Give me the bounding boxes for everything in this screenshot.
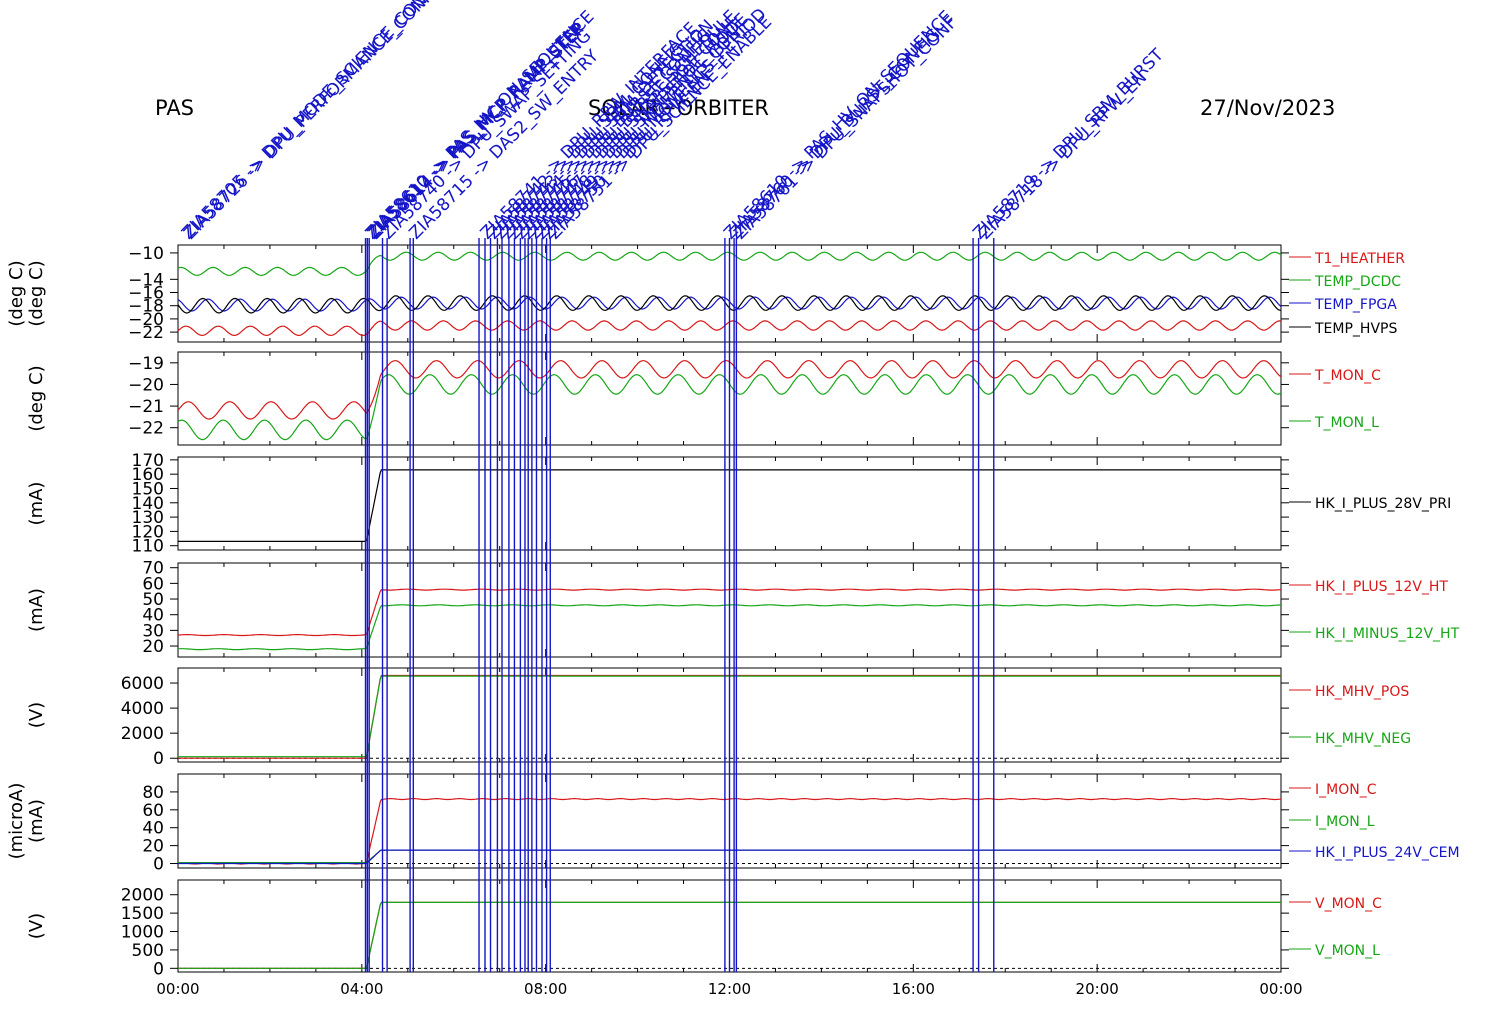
- y-tick-label: −10: [128, 244, 164, 264]
- series-label: HK_MHV_POS: [1315, 684, 1409, 700]
- y-tick-label: 20: [142, 837, 164, 857]
- y-tick-label: 1000: [121, 923, 164, 943]
- x-tick-label: 20:00: [1076, 980, 1119, 998]
- y-tick-label: 2000: [121, 886, 164, 906]
- y-tick-label: 40: [142, 819, 164, 839]
- y-tick-label: 70: [142, 559, 164, 579]
- series-label: HK_I_PLUS_12V_HT: [1315, 579, 1448, 595]
- series-label: I_MON_L: [1315, 814, 1375, 830]
- y-tick-label: 140: [132, 494, 164, 514]
- series-label: T_MON_C: [1314, 368, 1381, 384]
- y-tick-label: 4000: [121, 699, 164, 719]
- instrument-label: PAS: [155, 96, 195, 120]
- y-tick-label: −20: [128, 375, 164, 395]
- y-tick-label: 130: [132, 508, 164, 528]
- series-label: I_MON_C: [1315, 782, 1377, 798]
- y-tick-label: −19: [128, 354, 164, 374]
- x-tick-label: 16:00: [892, 980, 935, 998]
- y-tick-label: 6000: [121, 674, 164, 694]
- y-tick-label: 170: [132, 451, 164, 471]
- y-tick-label: 30: [142, 621, 164, 641]
- y-tick-label: 150: [132, 479, 164, 499]
- y-axis-label: (mA): [26, 588, 47, 632]
- x-tick-label: 08:00: [524, 980, 567, 998]
- y-tick-label: −20: [128, 310, 164, 330]
- series-label: HK_I_PLUS_24V_CEM: [1315, 845, 1460, 861]
- y-tick-label: −21: [128, 397, 164, 417]
- y-tick-label: 0: [153, 855, 164, 875]
- series-label: T_MON_L: [1314, 415, 1379, 431]
- x-tick-label: 00:00: [156, 980, 199, 998]
- y-axis-label: (deg C): [26, 365, 47, 431]
- series-label: TEMP_HVPS: [1314, 321, 1397, 337]
- series-label: HK_MHV_NEG: [1315, 731, 1411, 747]
- y-axis-label: (mA): [26, 482, 47, 526]
- date-label: 27/Nov/2023: [1200, 96, 1336, 120]
- y-tick-label: 60: [142, 574, 164, 594]
- y-tick-label: −22: [128, 419, 164, 439]
- y-tick-label: −22: [128, 323, 164, 343]
- y-tick-label: 160: [132, 465, 164, 485]
- series-label: TEMP_DCDC: [1314, 274, 1401, 290]
- series-label: TEMP_FPGA: [1314, 297, 1397, 313]
- mission-title: SOLAR−ORBITER: [588, 96, 770, 120]
- series-label: HK_I_MINUS_12V_HT: [1315, 626, 1460, 642]
- y-tick-label: −18: [128, 297, 164, 317]
- series-label: T1_HEATHER: [1314, 251, 1405, 267]
- y-axis-label: (deg C): [26, 260, 47, 326]
- event-label: ZIA58761 -> DPU_SNAPSHOT_CONF: [730, 12, 961, 243]
- y-axis-label: (microA): [6, 783, 27, 860]
- x-tick-label: 00:00: [1259, 980, 1302, 998]
- x-tick-label: 04:00: [340, 980, 383, 998]
- y-tick-label: 80: [142, 783, 164, 803]
- y-tick-label: 1500: [121, 904, 164, 924]
- series-label: HK_I_PLUS_28V_PRI: [1315, 496, 1451, 512]
- y-axis-label: (V): [26, 913, 47, 939]
- y-tick-label: 20: [142, 637, 164, 657]
- y-axis-label: (V): [26, 702, 47, 728]
- y-tick-label: 500: [132, 941, 164, 961]
- event-label: ZIA58718 -> DPU_RPW_EN: [975, 68, 1151, 244]
- y-tick-label: −14: [128, 270, 164, 290]
- y-tick-label: 40: [142, 606, 164, 626]
- y-tick-label: −16: [128, 284, 164, 304]
- y-tick-label: 110: [132, 537, 164, 557]
- series-label: V_MON_L: [1315, 943, 1380, 959]
- y-tick-label: 60: [142, 801, 164, 821]
- y-tick-label: 50: [142, 590, 164, 610]
- y-tick-label: 2000: [121, 724, 164, 744]
- y-axis-label: (mA): [26, 799, 47, 843]
- y-tick-label: 120: [132, 522, 164, 542]
- y-tick-label: 0: [153, 749, 164, 769]
- series-label: V_MON_C: [1315, 896, 1382, 912]
- y-tick-label: 0: [153, 959, 164, 979]
- y-axis-label: (deg C): [6, 260, 27, 326]
- x-tick-label: 12:00: [708, 980, 751, 998]
